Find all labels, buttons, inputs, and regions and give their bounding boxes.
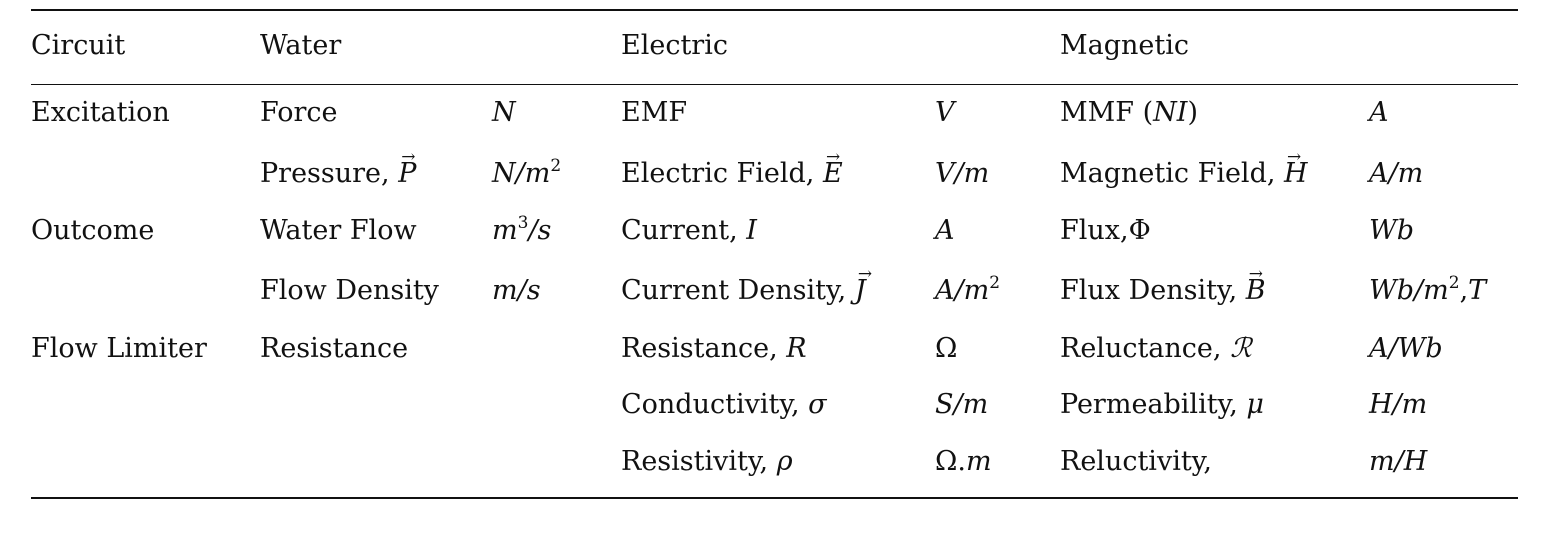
magnetic-unit: H/m bbox=[1369, 389, 1428, 420]
header-rule bbox=[31, 84, 1518, 85]
electric-unit: V/m bbox=[935, 158, 990, 189]
electric-unit: A/m2 bbox=[935, 273, 1001, 307]
magnetic-unit: A/m bbox=[1369, 158, 1424, 189]
bottom-rule bbox=[31, 497, 1518, 499]
water-quantity: Pressure, P bbox=[260, 149, 416, 190]
water-unit: m/s bbox=[492, 275, 541, 306]
electric-unit: S/m bbox=[935, 389, 989, 420]
magnetic-unit: m/H bbox=[1369, 446, 1428, 477]
electric-quantity: Current, I bbox=[621, 215, 757, 246]
top-rule bbox=[31, 9, 1518, 11]
electric-unit: A bbox=[935, 215, 955, 246]
magnetic-quantity: Flux Density, B bbox=[1060, 266, 1266, 307]
electric-unit: Ω bbox=[935, 333, 958, 364]
water-unit: m3/s bbox=[492, 213, 552, 247]
water-quantity: Resistance bbox=[260, 333, 409, 364]
row-category: Flow Limiter bbox=[31, 333, 207, 364]
row-category: Outcome bbox=[31, 215, 155, 246]
magnetic-quantity: Reluctivity, bbox=[1060, 446, 1212, 477]
magnetic-quantity: Permeability, μ bbox=[1060, 389, 1264, 420]
header-electric: Electric bbox=[621, 30, 728, 61]
magnetic-unit: A bbox=[1369, 97, 1389, 128]
electric-quantity: Current Density, J bbox=[621, 266, 872, 307]
header-water: Water bbox=[260, 30, 342, 61]
electric-quantity: Electric Field, E bbox=[621, 149, 843, 190]
magnetic-quantity: MMF (NI) bbox=[1060, 97, 1198, 128]
magnetic-unit: Wb/m2,T bbox=[1369, 273, 1487, 307]
electric-quantity: Resistivity, ρ bbox=[621, 446, 793, 477]
magnetic-unit: Wb bbox=[1369, 215, 1415, 246]
header-circuit: Circuit bbox=[31, 30, 126, 61]
header-magnetic: Magnetic bbox=[1060, 30, 1190, 61]
electric-quantity: EMF bbox=[621, 97, 688, 128]
electric-unit: V bbox=[935, 97, 955, 128]
water-unit: N/m2 bbox=[492, 156, 562, 190]
water-quantity: Force bbox=[260, 97, 338, 128]
magnetic-quantity: Reluctance, ℛ bbox=[1060, 333, 1252, 364]
water-quantity: Water Flow bbox=[260, 215, 417, 246]
electric-quantity: Conductivity, σ bbox=[621, 389, 827, 420]
magnetic-unit: A/Wb bbox=[1369, 333, 1443, 364]
magnetic-quantity: Magnetic Field, H bbox=[1060, 149, 1308, 190]
water-quantity: Flow Density bbox=[260, 275, 439, 306]
electric-unit: Ω.m bbox=[935, 446, 992, 477]
row-category: Excitation bbox=[31, 97, 170, 128]
magnetic-quantity: Flux,Φ bbox=[1060, 215, 1151, 246]
water-unit: N bbox=[492, 97, 516, 128]
electric-quantity: Resistance, R bbox=[621, 333, 807, 364]
